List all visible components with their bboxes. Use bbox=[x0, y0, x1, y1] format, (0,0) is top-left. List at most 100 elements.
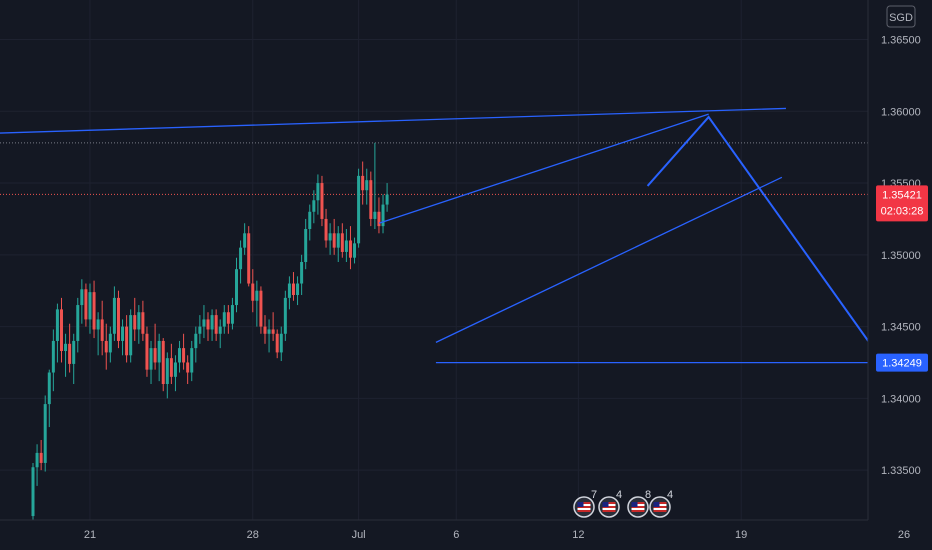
candle-up[interactable] bbox=[296, 276, 300, 306]
candle-down[interactable] bbox=[271, 312, 275, 341]
candle-down[interactable] bbox=[251, 269, 255, 313]
lower-wedge-line[interactable] bbox=[435, 176, 783, 343]
candle-up[interactable] bbox=[194, 326, 198, 363]
candles[interactable] bbox=[31, 142, 389, 525]
candle-down[interactable] bbox=[68, 323, 72, 373]
candle-up[interactable] bbox=[88, 283, 92, 334]
candle-up[interactable] bbox=[55, 303, 59, 363]
candle-up[interactable] bbox=[385, 183, 389, 212]
event-marker[interactable]: 4 bbox=[598, 489, 622, 518]
candle-down[interactable] bbox=[84, 283, 88, 327]
candle-up[interactable] bbox=[157, 333, 161, 382]
candle-up[interactable] bbox=[344, 228, 348, 262]
candle-down[interactable] bbox=[332, 218, 336, 255]
candle-up[interactable] bbox=[283, 290, 287, 341]
candle-down[interactable] bbox=[214, 309, 218, 341]
candle-up[interactable] bbox=[267, 319, 271, 353]
candle-down[interactable] bbox=[259, 286, 263, 334]
candle-up[interactable] bbox=[312, 190, 316, 224]
candle-up[interactable] bbox=[353, 237, 357, 264]
candle-up[interactable] bbox=[76, 297, 80, 353]
candle-up[interactable] bbox=[173, 355, 177, 392]
candle-up[interactable] bbox=[112, 286, 116, 341]
candle-up[interactable] bbox=[198, 315, 202, 344]
candle-down[interactable] bbox=[340, 223, 344, 258]
candle-down[interactable] bbox=[104, 323, 108, 370]
projection-path[interactable] bbox=[646, 115, 885, 364]
candle-up[interactable] bbox=[287, 276, 291, 310]
candle-up[interactable] bbox=[308, 204, 312, 241]
candle-up[interactable] bbox=[129, 309, 133, 363]
candle-up[interactable] bbox=[373, 142, 377, 229]
candle-up[interactable] bbox=[108, 326, 112, 363]
candle-up[interactable] bbox=[243, 223, 247, 255]
candle-up[interactable] bbox=[190, 340, 194, 382]
candle-up[interactable] bbox=[47, 369, 51, 428]
candle-down[interactable] bbox=[100, 300, 104, 356]
candle-down[interactable] bbox=[377, 197, 381, 234]
candle-up[interactable] bbox=[239, 240, 243, 284]
candle-up[interactable] bbox=[381, 194, 385, 234]
upper-wedge-line[interactable] bbox=[378, 113, 709, 224]
candle-up[interactable] bbox=[336, 226, 340, 262]
event-marker[interactable]: 8 bbox=[627, 489, 651, 518]
event-marker[interactable]: 7 bbox=[573, 489, 597, 518]
candle-up[interactable] bbox=[316, 174, 320, 215]
candle-down[interactable] bbox=[169, 343, 173, 384]
candle-up[interactable] bbox=[96, 312, 100, 356]
candle-down[interactable] bbox=[186, 355, 190, 384]
candle-down[interactable] bbox=[141, 300, 145, 341]
candle-down[interactable] bbox=[369, 171, 373, 227]
candle-up[interactable] bbox=[149, 340, 153, 384]
candle-down[interactable] bbox=[125, 315, 129, 363]
candle-down[interactable] bbox=[206, 312, 210, 341]
event-marker[interactable]: 4 bbox=[649, 489, 673, 518]
candle-up[interactable] bbox=[178, 340, 182, 373]
candle-up[interactable] bbox=[72, 333, 76, 384]
candle-up[interactable] bbox=[304, 218, 308, 270]
candle-down[interactable] bbox=[145, 326, 149, 377]
candle-up[interactable] bbox=[35, 444, 39, 486]
candle-up[interactable] bbox=[202, 305, 206, 339]
candle-up[interactable] bbox=[64, 333, 68, 377]
currency-button[interactable]: SGD bbox=[886, 5, 916, 28]
candle-up[interactable] bbox=[328, 223, 332, 255]
time-axis[interactable] bbox=[0, 520, 868, 550]
candle-up[interactable] bbox=[300, 254, 304, 296]
candle-up[interactable] bbox=[121, 319, 125, 356]
candle-down[interactable] bbox=[92, 280, 96, 339]
candle-up[interactable] bbox=[43, 395, 47, 472]
candle-down[interactable] bbox=[361, 161, 365, 205]
candle-down[interactable] bbox=[320, 175, 324, 227]
candle-down[interactable] bbox=[182, 333, 186, 370]
candle-down[interactable] bbox=[291, 272, 295, 301]
candle-up[interactable] bbox=[210, 309, 214, 341]
candle-up[interactable] bbox=[279, 326, 283, 362]
candle-up[interactable] bbox=[51, 329, 55, 392]
candle-up[interactable] bbox=[365, 168, 369, 205]
candle-down[interactable] bbox=[247, 226, 251, 287]
candle-down[interactable] bbox=[153, 323, 157, 370]
candle-up[interactable] bbox=[222, 305, 226, 334]
candle-up[interactable] bbox=[230, 297, 234, 330]
candle-down[interactable] bbox=[39, 439, 43, 471]
candle-up[interactable] bbox=[218, 319, 222, 349]
candle-up[interactable] bbox=[31, 462, 35, 525]
candle-up[interactable] bbox=[80, 279, 84, 324]
candle-down[interactable] bbox=[59, 297, 63, 363]
candle-down[interactable] bbox=[348, 226, 352, 270]
candle-down[interactable] bbox=[324, 208, 328, 248]
candle-down[interactable] bbox=[116, 290, 120, 349]
candle-up[interactable] bbox=[357, 168, 361, 248]
candle-up[interactable] bbox=[165, 352, 169, 399]
economic-events[interactable]: 7 4 8 4 bbox=[573, 489, 673, 518]
candle-down[interactable] bbox=[226, 305, 230, 334]
candle-down[interactable] bbox=[263, 315, 267, 344]
candle-down[interactable] bbox=[161, 338, 165, 392]
candle-up[interactable] bbox=[235, 257, 238, 313]
price-axis[interactable] bbox=[868, 0, 932, 520]
long-trendline[interactable] bbox=[0, 107, 786, 137]
candle-down[interactable] bbox=[275, 329, 279, 359]
candle-down[interactable] bbox=[133, 297, 137, 341]
